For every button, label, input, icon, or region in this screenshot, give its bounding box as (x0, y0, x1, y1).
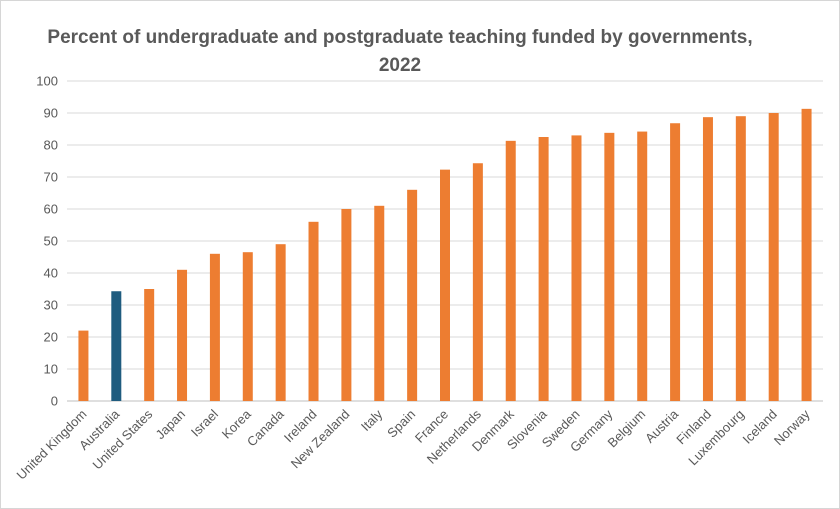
y-tick-label: 0 (51, 394, 58, 409)
bar (735, 116, 746, 401)
bar (407, 189, 418, 401)
bar (308, 221, 319, 401)
y-tick-label: 10 (44, 362, 58, 377)
bar (637, 131, 648, 401)
y-tick-label: 80 (44, 138, 58, 153)
y-tick-label: 90 (44, 106, 58, 121)
bar (670, 123, 681, 402)
y-tick-label: 100 (36, 74, 58, 89)
bar (111, 291, 122, 401)
bars (78, 108, 812, 402)
bar (177, 269, 188, 401)
bar (768, 113, 779, 401)
bar (440, 169, 450, 401)
y-tick-label: 70 (44, 170, 58, 185)
x-tick-label: Norway (771, 406, 813, 448)
bar (209, 253, 220, 401)
y-tick-label: 60 (44, 202, 58, 217)
bar (505, 140, 516, 401)
bar (571, 135, 582, 401)
chart-title: Percent of undergraduate and postgraduat… (47, 27, 753, 76)
x-tick-label: Canada (244, 406, 287, 449)
bar (275, 244, 286, 401)
bar (538, 137, 549, 401)
y-tick-label: 40 (44, 266, 58, 281)
bar (78, 330, 89, 401)
bar (472, 163, 483, 401)
bar (341, 209, 352, 401)
x-tick-label: Italy (358, 406, 386, 434)
bar (144, 289, 155, 401)
y-tick-label: 20 (44, 330, 58, 345)
y-axis-tick-labels: 0 10 20 30 40 50 60 70 80 90 100 (36, 74, 58, 409)
y-tick-label: 50 (44, 234, 58, 249)
x-tick-label: Japan (153, 407, 189, 443)
x-tick-label: Israel (188, 406, 221, 439)
bar (374, 205, 385, 401)
bar (702, 117, 713, 401)
bar (604, 132, 615, 401)
y-tick-label: 30 (44, 298, 58, 313)
bar (242, 252, 253, 401)
bar (801, 108, 812, 401)
